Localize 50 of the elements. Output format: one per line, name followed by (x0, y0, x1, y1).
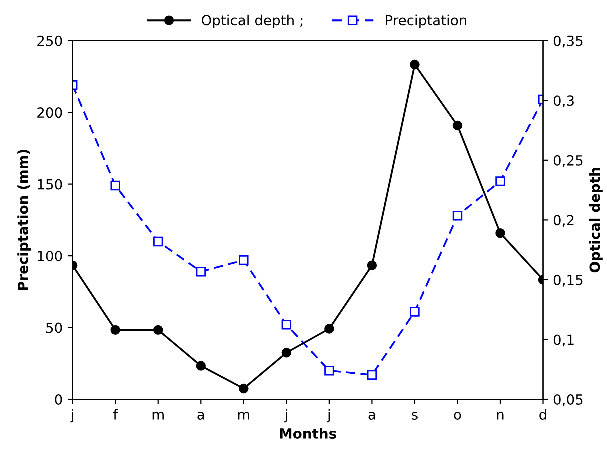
y-axis-title: Preciptation (mm) (18, 150, 32, 290)
y-tick-label: 150 (38, 179, 62, 190)
x-tick-label: f (113, 409, 118, 420)
point (452, 120, 463, 131)
y-tick-label: 250 (38, 36, 62, 46)
point (324, 366, 334, 376)
y2-tick-label: 0,25 (554, 155, 583, 168)
y2-tick-label: 0,2 (554, 215, 574, 228)
y-tick-label: 50 (46, 322, 62, 334)
x-tick-label: j (70, 409, 74, 423)
y2-tick-label: 0,3 (554, 96, 574, 108)
point (196, 361, 206, 371)
point (239, 256, 249, 266)
point (154, 236, 164, 247)
legend-label: Optical depth ; (202, 14, 303, 28)
x-tick-label: n (497, 412, 504, 420)
point (410, 307, 420, 317)
point (154, 325, 164, 336)
x-tick-label: s (412, 412, 418, 420)
y2-axis-title: Optical depth (589, 168, 603, 273)
x-tick-label: j (327, 409, 330, 423)
point (196, 266, 206, 277)
point (239, 384, 249, 394)
point (452, 211, 463, 221)
x-tick-label: o (454, 412, 462, 420)
point (324, 324, 334, 334)
y-tick-label: 0 (55, 394, 62, 405)
x-tick-label: j (284, 409, 288, 423)
point (496, 176, 506, 186)
point (282, 348, 292, 358)
y-tick-label: 200 (38, 108, 62, 118)
x-tick-label: a (198, 412, 204, 420)
x-tick-label: a (368, 412, 376, 420)
x-tick-label: m (152, 412, 164, 420)
point (110, 325, 120, 336)
y2-tick-label: 0,35 (554, 36, 583, 48)
y2-tick-label: 0,15 (554, 274, 583, 287)
point (282, 320, 292, 330)
x-tick-label: m (238, 412, 250, 420)
point (367, 260, 378, 270)
point (367, 370, 378, 380)
y2-tick-label: 0,1 (554, 334, 574, 347)
y-tick-label: 100 (38, 251, 62, 262)
x-axis-title: Months (280, 428, 336, 439)
point (496, 228, 506, 238)
x-tick-label: d (540, 409, 546, 420)
point (410, 60, 420, 70)
y2-tick-label: 0,05 (554, 394, 583, 406)
legend-label: Preciptation (386, 14, 467, 28)
point (110, 180, 120, 191)
